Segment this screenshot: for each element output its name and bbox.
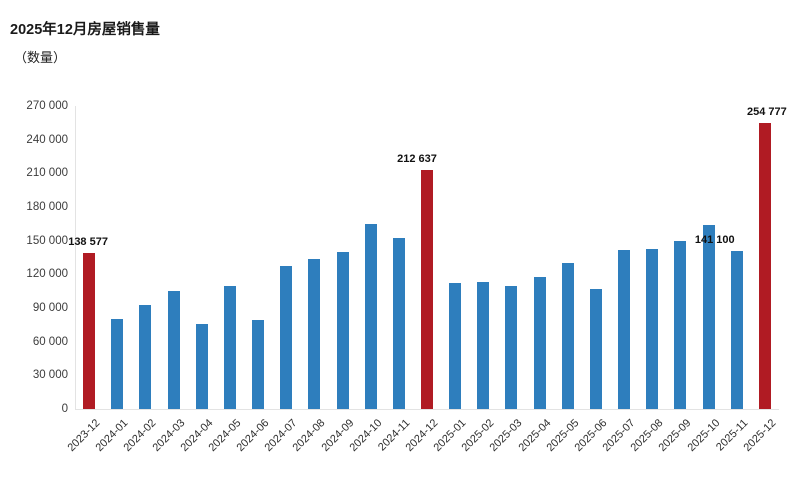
bar-2025-07 bbox=[618, 249, 631, 409]
bar-value-label-2023-12: 138 577 bbox=[68, 236, 108, 249]
bar-value-label-2024-12: 212 637 bbox=[397, 153, 437, 166]
chart-subtitle: （数量） bbox=[14, 50, 67, 65]
bar-2025-10 bbox=[702, 224, 715, 409]
bar-2025-09 bbox=[674, 240, 687, 409]
bar-2025-11 bbox=[730, 250, 743, 409]
y-tick-label: 240 000 bbox=[26, 133, 68, 146]
y-axis-line bbox=[75, 106, 76, 409]
bar-2025-06 bbox=[589, 288, 602, 409]
y-tick-label: 150 000 bbox=[26, 234, 68, 247]
bar-2024-01 bbox=[111, 319, 124, 409]
bar-value-label-2025-11: 141 100 bbox=[694, 233, 735, 246]
bar-2025-08 bbox=[646, 248, 659, 409]
bar-2025-04 bbox=[533, 276, 546, 409]
bar-2024-10 bbox=[364, 223, 377, 409]
bar-2024-11 bbox=[392, 238, 405, 409]
bar-2025-03 bbox=[505, 285, 518, 409]
bar-2025-05 bbox=[561, 263, 574, 409]
chart-title: 2025年12月房屋销售量 bbox=[10, 22, 160, 38]
bar-2023-12 bbox=[83, 253, 96, 409]
bar-value-label-2025-12: 254 777 bbox=[747, 106, 787, 119]
y-tick-label: 120 000 bbox=[26, 268, 68, 281]
y-tick-label: 30 000 bbox=[32, 369, 68, 382]
bar-2024-04 bbox=[195, 323, 208, 409]
bar-2025-02 bbox=[477, 282, 490, 409]
y-tick-label: 180 000 bbox=[26, 201, 68, 213]
bar-2024-06 bbox=[252, 320, 265, 409]
bar-2024-12 bbox=[421, 170, 433, 409]
y-tick-label: 60 000 bbox=[32, 335, 68, 348]
bar-2024-09 bbox=[336, 251, 349, 409]
y-tick-label: 270 000 bbox=[26, 100, 68, 112]
bar-2024-02 bbox=[139, 304, 152, 409]
y-tick-label: 210 000 bbox=[26, 167, 68, 180]
bar-2024-07 bbox=[280, 266, 293, 409]
bar-2024-05 bbox=[223, 285, 236, 409]
x-axis-baseline bbox=[75, 409, 779, 410]
bar-2025-01 bbox=[449, 283, 462, 409]
bar-2025-12 bbox=[758, 123, 771, 409]
bar-2024-03 bbox=[167, 291, 180, 409]
y-tick-label: 90 000 bbox=[32, 302, 68, 314]
bar-2024-08 bbox=[308, 258, 321, 409]
y-tick-label: 0 bbox=[61, 403, 68, 415]
